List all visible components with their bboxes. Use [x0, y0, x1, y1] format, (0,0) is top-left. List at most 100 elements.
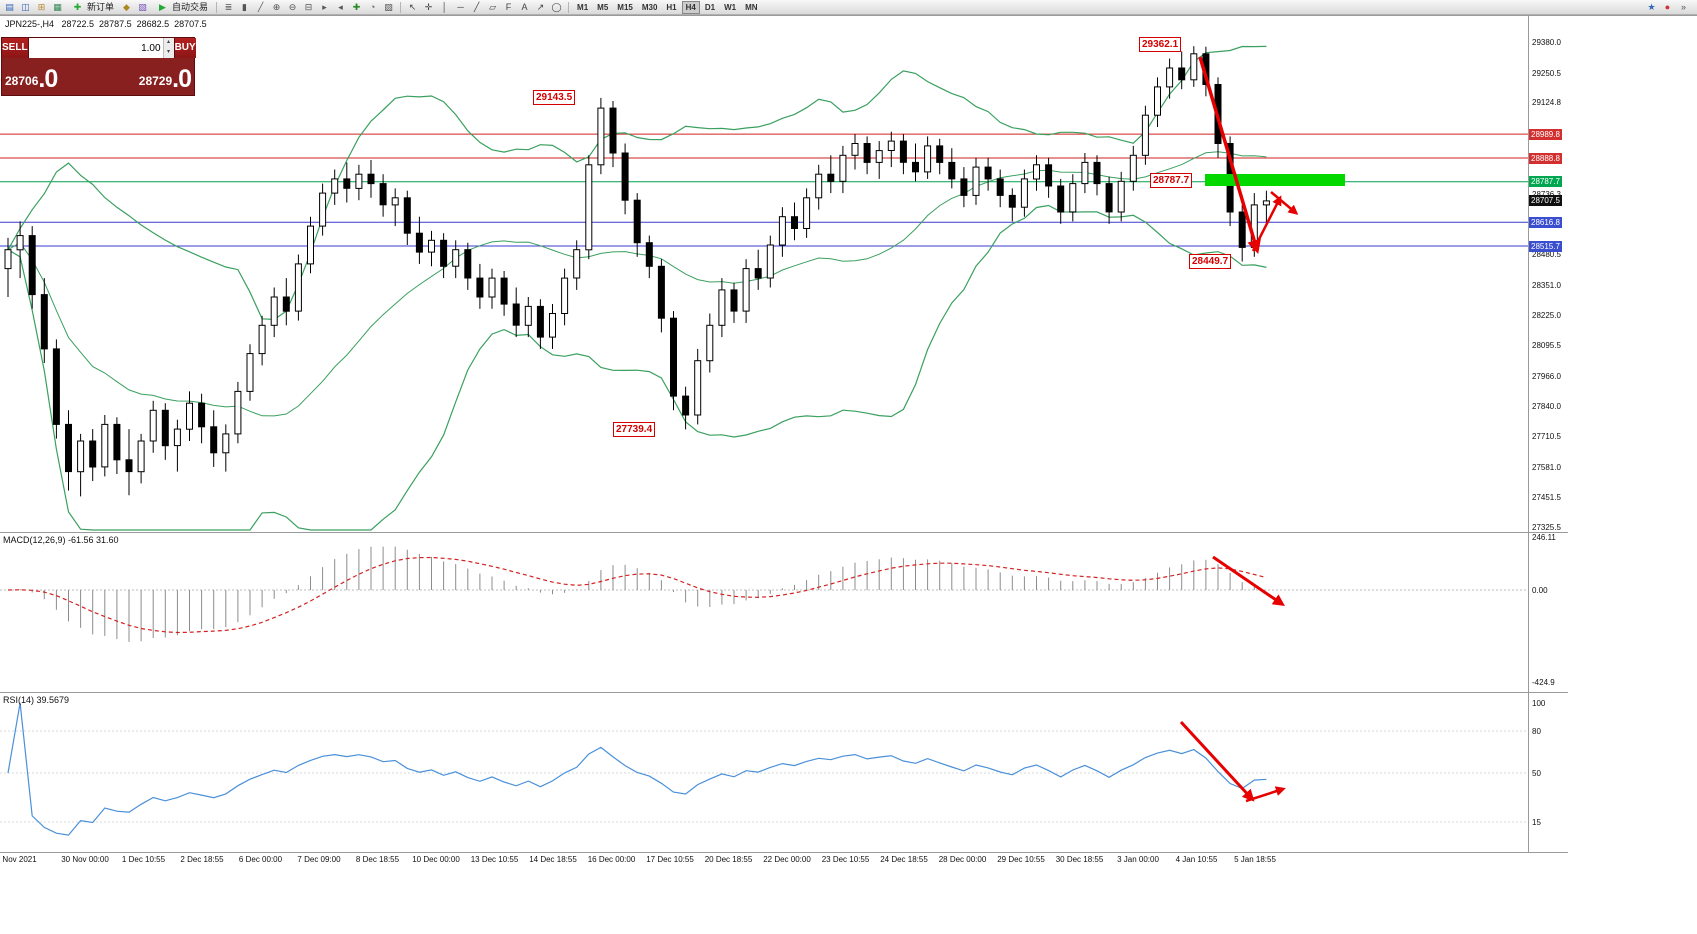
- indicators-icon[interactable]: ✚: [352, 1, 361, 12]
- timeframe-m5-button[interactable]: M5: [597, 2, 609, 12]
- candle-body: [4, 249, 12, 270]
- buy-button[interactable]: BUY: [174, 38, 196, 58]
- candle-body: [428, 239, 435, 253]
- zoom-in-icon[interactable]: ⊕: [272, 1, 281, 12]
- candle-body: [488, 277, 496, 298]
- candle-body: [536, 305, 544, 338]
- timeframe-m15-button[interactable]: M15: [617, 2, 633, 12]
- candle-body: [101, 423, 109, 468]
- main-reject-down-arrow[interactable]: [1270, 191, 1299, 215]
- price-annotation-27739.4[interactable]: 27739.4: [613, 422, 656, 437]
- arrows-icon[interactable]: ↗: [536, 1, 545, 12]
- candle-body: [682, 395, 690, 416]
- trendline-icon[interactable]: ╱: [473, 1, 480, 12]
- volume-decrease-button[interactable]: ▾: [167, 49, 171, 55]
- candle-body: [210, 426, 218, 454]
- timeframe-h1-button[interactable]: H1: [666, 2, 677, 12]
- main-bounce-up-arrow[interactable]: [1251, 195, 1282, 252]
- symbol-ohlc-line: JPN225-,H4 28722.5 28787.5 28682.5 28707…: [5, 19, 207, 29]
- candle-body: [403, 197, 411, 234]
- candle-body: [307, 225, 314, 265]
- rsi-axis-label-80: 80: [1532, 727, 1541, 736]
- timeframe-w1-button[interactable]: W1: [724, 2, 737, 12]
- candle-body: [125, 459, 133, 473]
- candle-body: [609, 107, 617, 154]
- timeframe-m30-button[interactable]: M30: [641, 2, 658, 12]
- zoom-out-icon[interactable]: ⊖: [288, 1, 297, 12]
- macd-axis-label-0.00: 0.00: [1532, 586, 1548, 595]
- auto-scroll-icon[interactable]: ▸: [322, 1, 327, 12]
- timeframe-mn-button[interactable]: MN: [745, 2, 758, 12]
- cursor-icon[interactable]: ↖: [408, 1, 417, 12]
- terminal-icon[interactable]: ▦: [53, 1, 62, 12]
- candle-body: [585, 164, 593, 251]
- market-watch-icon[interactable]: ▤: [5, 1, 14, 12]
- candle-body: [343, 178, 351, 189]
- candle-body: [52, 348, 60, 425]
- price-annotation-28787.7[interactable]: 28787.7: [1150, 173, 1193, 188]
- price-axis-label-27581.0: 27581.0: [1532, 462, 1561, 472]
- sell-button[interactable]: SELL: [2, 38, 28, 58]
- timeframe-d1-button[interactable]: D1: [704, 2, 716, 12]
- candle-body: [149, 409, 157, 442]
- rsi-down-arrow[interactable]: [1179, 720, 1255, 802]
- macd-panel: [0, 546, 1528, 642]
- bar-chart-icon[interactable]: ≣: [224, 1, 233, 12]
- candle-body: [28, 235, 36, 296]
- buy-price-small: 28729: [138, 74, 173, 88]
- data-window-icon[interactable]: ◫: [21, 1, 30, 12]
- crosshair-icon[interactable]: ✛: [424, 1, 433, 12]
- time-axis-label: 20 Dec 18:55: [704, 855, 753, 864]
- candle-body: [1190, 53, 1198, 81]
- strategy-tester-icon[interactable]: ▧: [138, 1, 147, 12]
- time-axis-label: 17 Dec 10:55: [646, 855, 694, 864]
- autotrading-button[interactable]: ▶ 自动交易: [151, 1, 212, 14]
- alert-icon[interactable]: ●: [1664, 1, 1671, 12]
- candle-body: [887, 140, 895, 152]
- shapes-icon[interactable]: ◯: [551, 1, 562, 12]
- bollinger-middle-band: [7, 151, 1267, 417]
- candle-body: [1045, 164, 1053, 187]
- fibonacci-icon[interactable]: F: [505, 1, 512, 12]
- channel-icon[interactable]: ▱: [489, 1, 496, 12]
- toolbar-overflow-icon[interactable]: »: [1680, 1, 1686, 12]
- candle-body: [1057, 185, 1065, 213]
- main-down-arrow[interactable]: [1198, 56, 1261, 255]
- time-axis-label: 24 Dec 18:55: [880, 855, 928, 864]
- periods-icon[interactable]: ◔: [369, 1, 376, 12]
- volume-input[interactable]: [28, 38, 163, 58]
- favorites-icon[interactable]: ★: [1647, 1, 1656, 12]
- metaeditor-icon[interactable]: ◆: [123, 1, 130, 12]
- volume-increase-button[interactable]: ▴: [167, 39, 171, 45]
- rsi-bounce-arrow[interactable]: [1245, 786, 1286, 803]
- navigator-icon[interactable]: ⊞: [37, 1, 46, 12]
- support-zone-rect[interactable]: [1205, 174, 1345, 186]
- price-annotation-28449.7[interactable]: 28449.7: [1189, 254, 1232, 269]
- line-chart-icon[interactable]: ╱: [257, 1, 264, 12]
- new-order-button[interactable]: ✚ 新订单: [66, 1, 118, 14]
- price-axis-label-28707.5: 28707.5: [1529, 195, 1562, 207]
- candle-body: [718, 289, 726, 326]
- toolbar-line-studies-group: ↖ ✛ │ ─ ╱ ▱ F A ↗ ◯: [405, 0, 564, 15]
- text-icon[interactable]: A: [521, 1, 528, 12]
- timeframe-m1-button[interactable]: M1: [577, 2, 589, 12]
- tile-windows-icon[interactable]: ⊟: [304, 1, 313, 12]
- candle-body: [657, 265, 665, 319]
- candle-body: [1069, 183, 1077, 213]
- candle-body: [89, 440, 97, 468]
- timeframe-h4-button[interactable]: H4: [681, 0, 700, 14]
- candlestick-icon[interactable]: ▮: [242, 1, 247, 12]
- horizontal-line-icon[interactable]: ─: [457, 1, 464, 12]
- macd-axis-label--424.9: -424.9: [1532, 677, 1555, 687]
- candlestick-series: [4, 46, 1270, 497]
- price-annotation-29362.1[interactable]: 29362.1: [1139, 37, 1182, 52]
- candle-body: [1238, 211, 1246, 248]
- vertical-line-icon[interactable]: │: [441, 1, 448, 12]
- templates-icon[interactable]: ▨: [384, 1, 393, 12]
- macd-down-arrow[interactable]: [1212, 555, 1285, 607]
- candle-body: [222, 433, 230, 454]
- price-annotation-29143.5[interactable]: 29143.5: [533, 90, 576, 105]
- chart-shift-icon[interactable]: ◂: [338, 1, 343, 12]
